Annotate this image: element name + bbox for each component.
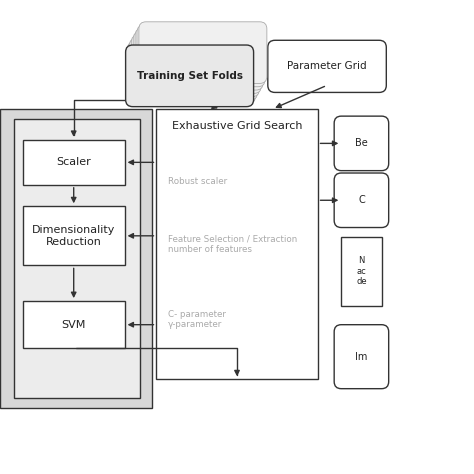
FancyBboxPatch shape [334, 325, 389, 389]
FancyBboxPatch shape [133, 32, 261, 93]
Text: Feature Selection / Extraction
number of features: Feature Selection / Extraction number of… [168, 235, 298, 254]
Text: Dimensionality
Reduction: Dimensionality Reduction [32, 225, 115, 246]
Text: C: C [358, 195, 365, 205]
FancyBboxPatch shape [129, 38, 257, 100]
FancyBboxPatch shape [23, 206, 125, 265]
FancyBboxPatch shape [334, 116, 389, 171]
Text: Training Set Folds: Training Set Folds [137, 71, 243, 81]
FancyBboxPatch shape [23, 140, 125, 185]
Text: Im: Im [355, 352, 368, 362]
Text: SVM: SVM [62, 319, 86, 330]
Text: Exhaustive Grid Search: Exhaustive Grid Search [172, 121, 302, 131]
Text: C- parameter
γ-parameter: C- parameter γ-parameter [168, 310, 226, 329]
FancyBboxPatch shape [135, 28, 263, 90]
FancyBboxPatch shape [268, 40, 386, 92]
FancyBboxPatch shape [137, 25, 265, 87]
Text: Scaler: Scaler [56, 157, 91, 167]
FancyBboxPatch shape [131, 35, 259, 97]
FancyBboxPatch shape [139, 22, 267, 83]
FancyBboxPatch shape [23, 301, 125, 348]
FancyBboxPatch shape [341, 237, 382, 306]
Text: Be: Be [355, 138, 368, 148]
FancyBboxPatch shape [156, 109, 318, 379]
FancyBboxPatch shape [334, 173, 389, 228]
Text: N
ac
de: N ac de [356, 256, 367, 286]
FancyBboxPatch shape [14, 118, 140, 398]
Text: Robust scaler: Robust scaler [168, 177, 228, 186]
Text: Parameter Grid: Parameter Grid [287, 61, 367, 72]
FancyBboxPatch shape [128, 42, 255, 103]
FancyBboxPatch shape [126, 45, 254, 107]
FancyBboxPatch shape [0, 109, 152, 408]
